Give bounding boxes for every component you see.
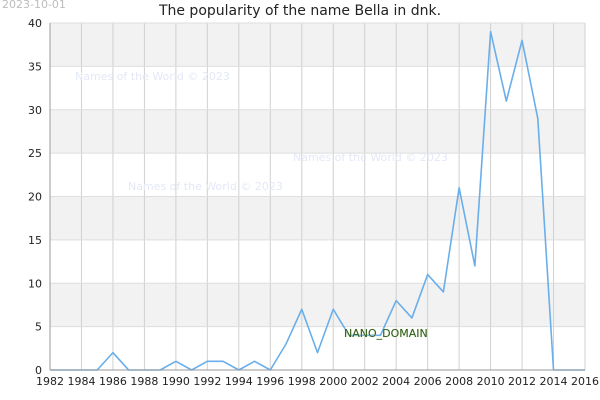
x-tick-label: 2014 (540, 375, 568, 388)
x-tick-label: 2010 (477, 375, 505, 388)
y-tick-label: 20 (28, 191, 42, 204)
y-tick-label: 5 (35, 321, 42, 334)
x-tick-label: 2012 (508, 375, 536, 388)
watermark: Names of the World © 2023 (75, 70, 230, 83)
y-tick-label: 15 (28, 234, 42, 247)
chart-date: 2023-10-01 (2, 0, 66, 11)
x-tick-label: 1992 (193, 375, 221, 388)
x-tick-label: 2006 (414, 375, 442, 388)
y-axis-tick-labels: 0 5 10 15 20 25 30 35 40 (28, 17, 42, 377)
axes (49, 23, 585, 371)
x-tick-label: 1982 (36, 375, 64, 388)
x-axis-tick-labels: 1982 1984 1986 1988 1990 1992 1994 1996 1998 2000… (36, 375, 599, 388)
y-tick-label: 25 (28, 147, 42, 160)
y-tick-label: 35 (28, 60, 42, 73)
y-tick-label: 30 (28, 104, 42, 117)
background-band (50, 196, 585, 240)
chart-title: The popularity of the name Bella in dnk. (158, 3, 441, 19)
background-band (50, 109, 585, 154)
x-tick-label: 2002 (351, 375, 379, 388)
x-tick-label: 1990 (162, 375, 190, 388)
y-tick-label: 0 (35, 364, 42, 377)
x-tick-label: 2016 (571, 375, 599, 388)
background-band (50, 283, 585, 327)
x-tick-label: 1986 (99, 375, 127, 388)
x-tick-label: 1994 (225, 375, 253, 388)
plot-background-bands (50, 23, 585, 327)
watermark: Names of the World © 2023 (293, 151, 448, 164)
x-tick-label: 1984 (67, 375, 95, 388)
grid-lines (49, 22, 586, 371)
x-tick-label: 1998 (288, 375, 316, 388)
background-band (50, 23, 585, 67)
x-tick-label: 2004 (382, 375, 410, 388)
x-tick-label: 1996 (256, 375, 284, 388)
x-tick-label: 2008 (445, 375, 473, 388)
x-tick-label: 2000 (319, 375, 347, 388)
watermark: Names of the World © 2023 (128, 180, 283, 193)
nano-domain-badge: NANO_DOMAIN (344, 327, 428, 340)
x-tick-label: 1988 (130, 375, 158, 388)
y-tick-label: 40 (28, 17, 42, 30)
y-tick-label: 10 (28, 277, 42, 290)
